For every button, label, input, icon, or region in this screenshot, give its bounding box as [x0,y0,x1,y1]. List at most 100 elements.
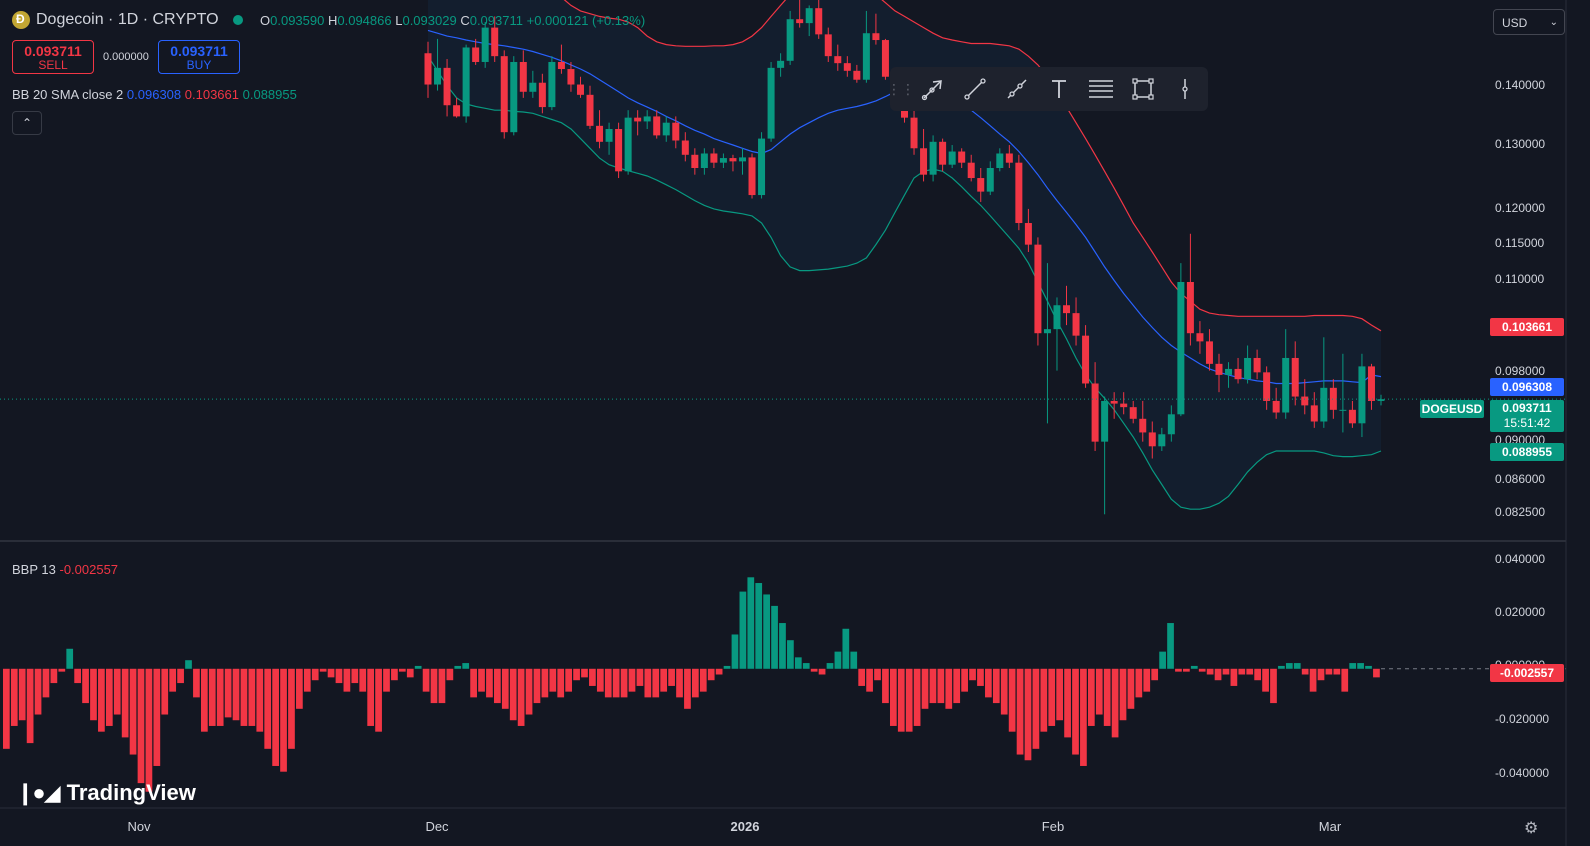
bbp-bar [897,668,905,732]
bbp-bar [1103,668,1111,726]
bb-lower-line [427,55,1382,510]
bb-legend[interactable]: BB 20 SMA close 2 0.096308 0.103661 0.08… [12,87,297,102]
time-axis-label[interactable]: Dec [425,819,449,834]
sell-price: 0.093711 [24,43,82,59]
ray-tool-icon[interactable] [996,67,1038,111]
high-label: H [327,13,338,28]
dogecoin-logo-icon [12,11,30,29]
bbp-bar [1365,665,1372,669]
vertical-line-icon[interactable] [1164,67,1206,111]
bbp-bar [612,668,620,698]
currency-select[interactable]: USD ⌄ [1493,9,1565,35]
bbp-bar [692,668,699,698]
bbp-value: -0.002557 [59,562,119,577]
bbp-bar [343,668,351,692]
bbp-bar [193,668,200,698]
bbp-bar [1175,668,1182,672]
bbp-bar [430,668,438,704]
bbp-bar [105,668,113,726]
candle-body [929,141,937,175]
collapse-legend-button[interactable]: ⌃ [12,111,42,135]
text-tool-icon[interactable] [1038,67,1080,111]
time-axis-label[interactable]: 2026 [730,819,760,834]
bbp-bar [1206,668,1214,675]
ohlc-legend: O0.093590 H0.094866 L0.093029 C0.093711 … [260,13,645,28]
candle-body [538,82,546,108]
candle-body [1263,372,1271,401]
bb-label[interactable]: BB 20 SMA close 2 [12,87,124,102]
symbol-title[interactable]: Dogecoin · 1D · CRYPTO [12,11,243,29]
sell-button[interactable]: 0.093711 SELL [12,40,94,74]
bbp-bar [596,668,604,692]
bbp-pane[interactable] [3,577,1566,792]
bbp-bar [1048,668,1056,726]
candle-body [576,84,584,95]
price-axis-label[interactable]: 0.120000 [1495,201,1546,215]
bbp-label[interactable]: BBP 13 [12,562,56,577]
bbp-bar [874,668,881,681]
time-axis-label[interactable]: Nov [127,819,151,834]
bbp-axis-label[interactable]: 0.040000 [1495,552,1546,566]
bbp-bar [169,668,177,692]
price-axis-label[interactable]: 0.086000 [1495,472,1546,486]
bbp-bar [486,668,493,698]
bbp-bar [1143,668,1151,692]
gear-icon[interactable]: ⚙ [1524,820,1539,837]
candle-body [805,8,813,24]
bbp-bar [82,668,89,704]
candle-body [443,67,451,106]
candle-body [453,105,461,117]
trendline-tool-icon[interactable] [954,67,996,111]
bbp-bar [232,668,240,721]
rectangle-tool-icon[interactable] [1122,67,1164,111]
candle-body [967,162,975,179]
candle-body [748,157,756,196]
bbp-bar [137,668,145,784]
price-axis-label[interactable]: 0.130000 [1495,137,1546,151]
bbp-bar [604,668,612,698]
bbp-axis-label[interactable]: -0.020000 [1495,712,1550,726]
price-axis-label[interactable]: 0.140000 [1495,78,1546,92]
bbp-bar [74,668,81,684]
bbp-bar [1151,668,1159,681]
drag-handle-icon[interactable]: ⋮⋮ [887,80,915,97]
price-axis-label[interactable]: 0.098000 [1495,364,1546,378]
last-price-badge: 0.093711 15:51:42 [1490,400,1564,432]
drawing-toolbar[interactable]: ⋮⋮ [887,67,1208,111]
candle-body [1082,335,1090,384]
brand-label: TradingView [66,780,196,805]
bbp-legend[interactable]: BBP 13 -0.002557 [12,562,118,577]
bbp-bar [763,594,770,669]
bbp-bar [1056,668,1064,721]
candle-body [815,8,823,35]
price-axis-label[interactable]: 0.110000 [1495,272,1545,286]
fib-lines-icon[interactable] [1080,67,1122,111]
candle-body [586,94,594,126]
candle-body [1034,244,1042,334]
bbp-axis-label[interactable]: 0.020000 [1495,605,1546,619]
arrow-tool-icon[interactable] [912,67,954,111]
bbp-axis-label[interactable]: -0.040000 [1495,766,1550,780]
price-axis-label[interactable]: 0.082500 [1495,505,1546,519]
bbp-bar [66,648,74,669]
buy-button[interactable]: 0.093711 BUY [158,40,240,74]
tradingview-logo[interactable]: ❙●◢ TradingView [16,780,196,806]
bbp-bar [858,668,866,686]
bbp-bar [1373,668,1380,678]
candle-body [529,82,537,92]
bbp-bar [1222,668,1230,675]
candle-body [1053,305,1061,330]
close-label: C [460,13,470,28]
candle-body [1291,357,1299,397]
symbol-label[interactable]: Dogecoin · 1D · CRYPTO [36,11,219,28]
candle-body [596,125,604,142]
time-axis-label[interactable]: Mar [1318,819,1342,834]
bbp-bar [311,668,319,681]
time-axis-label[interactable]: Feb [1041,819,1065,834]
price-axis-label[interactable]: 0.115000 [1495,236,1545,250]
bbp-bar [90,668,97,721]
candle-body [1367,366,1375,401]
bbp-bar [367,668,375,726]
bbp-bar [42,668,50,698]
